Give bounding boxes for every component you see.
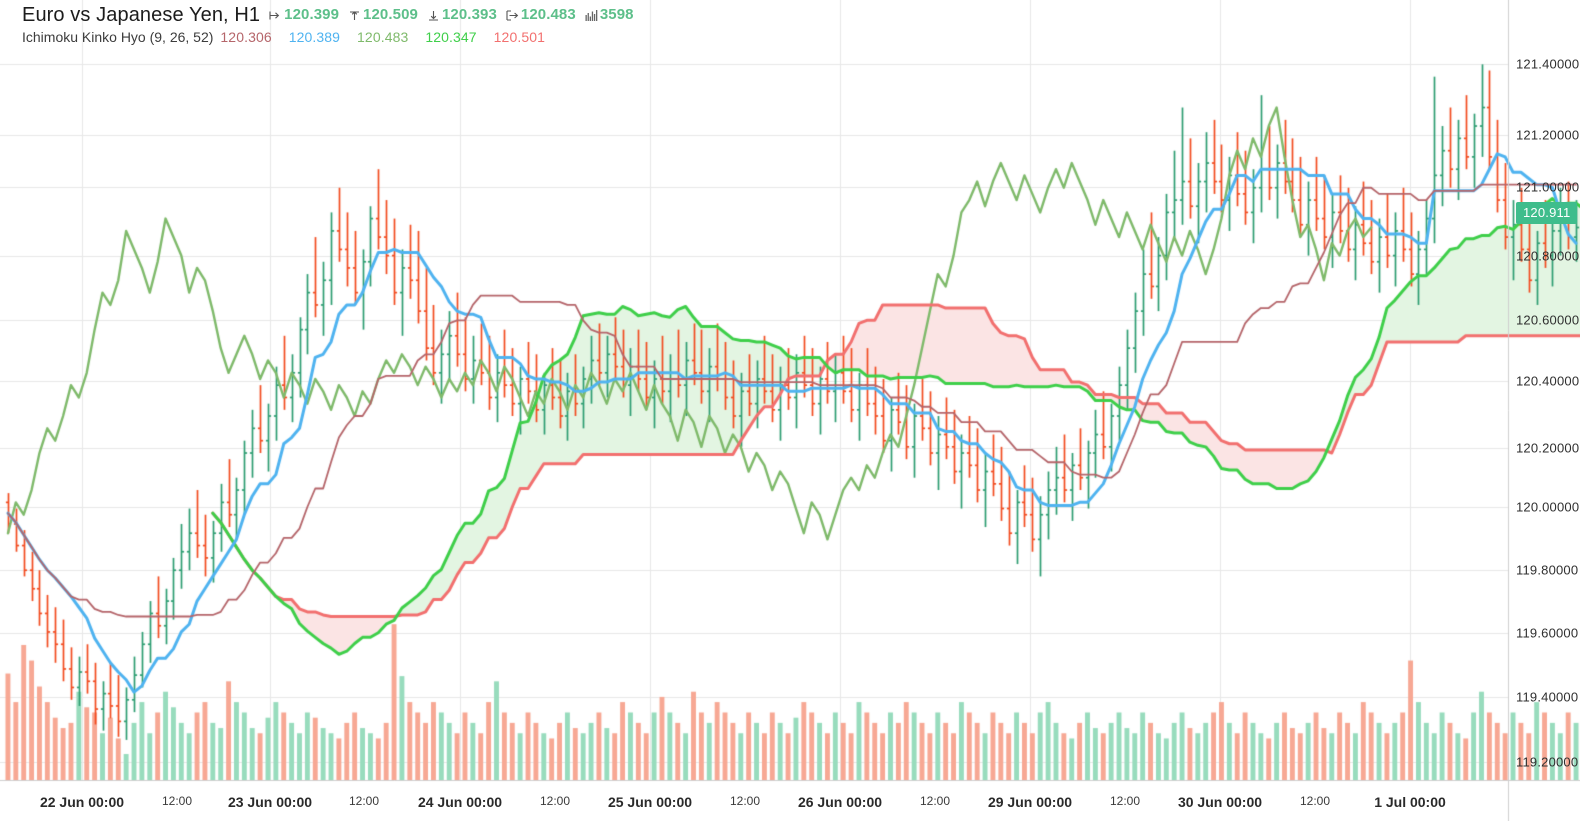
time-scale[interactable]: 22 Jun 00:00 12:00 23 Jun 00:00 12:00 24 Jun… — [0, 781, 1508, 822]
time-tick-label: 25 Jun 00:00 — [607, 794, 693, 810]
time-tick-label: 12:00 — [1109, 794, 1141, 808]
price-tick-label: 119.20000 — [1516, 754, 1579, 770]
time-tick-label: 12:00 — [1299, 794, 1331, 808]
time-tick-label: 24 Jun 00:00 — [417, 794, 503, 810]
price-tick-label: 119.40000 — [1516, 689, 1579, 705]
time-tick-label: 12:00 — [919, 794, 951, 808]
time-tick-label: 26 Jun 00:00 — [797, 794, 883, 810]
time-tick-label: 12:00 — [729, 794, 761, 808]
price-tick-label: 120.20000 — [1516, 440, 1580, 456]
time-tick-label: 12:00 — [348, 794, 380, 808]
price-tick-label: 120.40000 — [1516, 373, 1580, 389]
price-tick-label: 120.60000 — [1516, 312, 1580, 328]
price-tick-label: 121.20000 — [1516, 127, 1580, 143]
price-tick-label: 119.80000 — [1516, 562, 1579, 578]
price-tick-label: 121.00000 — [1516, 179, 1580, 195]
price-tick-label: 119.60000 — [1516, 625, 1579, 641]
time-tick-label: 12:00 — [161, 794, 193, 808]
time-tick-label: 22 Jun 00:00 — [39, 794, 125, 810]
price-tick-label: 121.40000 — [1516, 56, 1580, 72]
time-tick-label: 1 Jul 00:00 — [1374, 794, 1446, 810]
price-tick-label: 120.00000 — [1516, 499, 1580, 515]
current-price-badge[interactable]: 120.911 — [1516, 202, 1578, 224]
price-tick-label: 120.80000 — [1516, 248, 1580, 264]
price-scale[interactable]: 121.40000 121.20000 121.00000 120.80000 120.… — [1516, 0, 1580, 821]
time-tick-label: 29 Jun 00:00 — [987, 794, 1073, 810]
time-tick-label: 23 Jun 00:00 — [227, 794, 313, 810]
time-tick-label: 12:00 — [539, 794, 571, 808]
time-tick-label: 30 Jun 00:00 — [1177, 794, 1263, 810]
